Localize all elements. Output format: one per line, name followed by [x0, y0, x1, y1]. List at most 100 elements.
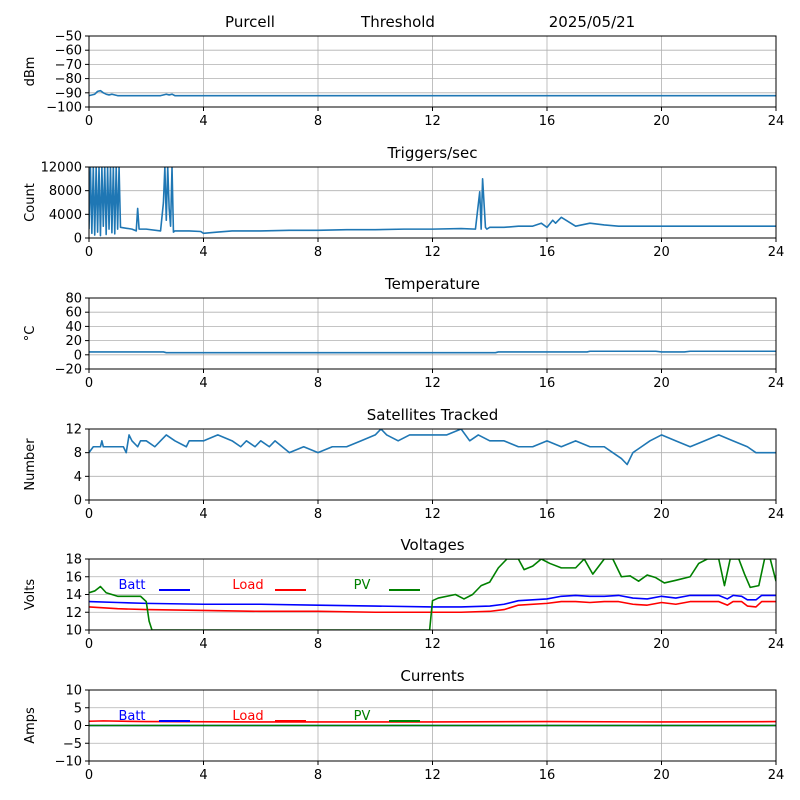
y-tick-label: 60	[65, 306, 82, 321]
x-tick-label: 8	[314, 245, 322, 260]
x-tick-label: 24	[768, 245, 785, 260]
x-tick-label: 20	[653, 376, 670, 391]
panel-satellites: 0 4 8 12 16 20 24 0 4 8 12 Satellites Tracked Number	[23, 406, 784, 522]
x-tick-label: 12	[424, 376, 441, 391]
x-tick-label: 0	[85, 376, 93, 391]
y-axis-label-satellites: Number	[23, 438, 38, 491]
series-line-threshold-0	[89, 89, 776, 97]
x-tick-label: 0	[85, 768, 93, 783]
y-tick-label: 80	[65, 292, 82, 307]
x-tick-label: 24	[768, 114, 785, 129]
x-tick-label: 20	[653, 245, 670, 260]
x-tick-label: 20	[653, 768, 670, 783]
legend-label-load: Load	[232, 709, 263, 724]
x-tick-label: 20	[653, 507, 670, 522]
x-tick-label: 24	[768, 637, 785, 652]
panel-voltages: 0 4 8 12 16 20 24 10 12 14 16 18 Voltages Volts Batt Lo…	[23, 536, 784, 652]
panel-currents: 0 4 8 12 16 20 24 −10 −5 0 5 10 Currents Amps Batt Load…	[23, 667, 784, 783]
header: Purcell Threshold 2025/05/21	[225, 13, 635, 31]
x-tick-label: 4	[199, 245, 207, 260]
x-tick-label: 8	[314, 507, 322, 522]
x-tick-label: 0	[85, 114, 93, 129]
y-tick-label: −90	[55, 86, 82, 101]
panel-triggers: 0 4 8 12 16 20 24 0 4000 8000 12000 Triggers/sec Cou…	[23, 144, 784, 260]
grid-triggers	[88, 166, 777, 239]
x-tick-label: 8	[314, 114, 322, 129]
series-line-voltages-load	[89, 600, 776, 614]
y-axis-label-voltages: Volts	[23, 579, 38, 611]
y-tick-label: 18	[65, 553, 82, 568]
panel-title-triggers: Triggers/sec	[387, 144, 478, 162]
series-line-voltages-batt	[89, 594, 776, 608]
x-tick-label: 20	[653, 637, 670, 652]
panel-title-satellites: Satellites Tracked	[367, 406, 498, 424]
x-tick-label: 8	[314, 768, 322, 783]
x-tick-label: 20	[653, 114, 670, 129]
x-tick-label: 16	[539, 376, 556, 391]
series-line-voltages-pv	[89, 559, 776, 630]
header-kind: Threshold	[360, 13, 435, 31]
legend-label-batt: Batt	[118, 578, 145, 593]
x-tick-label: 12	[424, 507, 441, 522]
y-tick-label: 0	[74, 232, 82, 247]
y-tick-label: 20	[65, 334, 82, 349]
x-tick-label: 8	[314, 637, 322, 652]
panel-title-voltages: Voltages	[400, 536, 464, 554]
y-tick-label: 4000	[49, 208, 82, 223]
y-tick-label: 40	[65, 320, 82, 335]
x-tick-label: 16	[539, 507, 556, 522]
panel-threshold: 0 4 8 12 16 20 24 −100−90−80−70−60−50 dBm	[23, 30, 784, 130]
y-tick-label: 10	[65, 684, 82, 699]
series-line-triggers-0	[89, 167, 776, 237]
y-tick-label: 12000	[41, 161, 82, 176]
y-tick-label: −50	[55, 30, 82, 45]
y-tick-label: 0	[74, 494, 82, 509]
y-tick-label: 8	[74, 446, 82, 461]
x-tick-label: 4	[199, 637, 207, 652]
series-line-satellites-0	[89, 429, 776, 466]
legend-label-pv: PV	[354, 709, 371, 724]
x-tick-label: 16	[539, 637, 556, 652]
y-tick-label: −80	[55, 72, 82, 87]
x-tick-label: 4	[199, 768, 207, 783]
x-tick-label: 8	[314, 376, 322, 391]
grid-temperature	[88, 297, 777, 370]
y-tick-label: −5	[63, 737, 82, 752]
x-tick-label: 24	[768, 376, 785, 391]
y-tick-label: 5	[74, 701, 82, 716]
legend-voltages: Batt Load PV	[118, 578, 420, 593]
panel-title-currents: Currents	[400, 667, 464, 685]
x-tick-label: 4	[199, 114, 207, 129]
series-line-currents-load	[89, 720, 776, 723]
x-tick-label: 0	[85, 507, 93, 522]
legend-label-load: Load	[232, 578, 263, 593]
x-tick-label: 12	[424, 245, 441, 260]
y-axis-label-currents: Amps	[23, 707, 38, 744]
y-axis-label-triggers: Count	[23, 183, 38, 222]
x-tick-label: 4	[199, 376, 207, 391]
y-tick-label: 10	[65, 624, 82, 639]
y-tick-label: −100	[46, 101, 82, 116]
y-tick-label: 12	[65, 423, 82, 438]
x-tick-label: 12	[424, 768, 441, 783]
x-tick-label: 0	[85, 637, 93, 652]
x-tick-label: 16	[539, 768, 556, 783]
x-tick-label: 12	[424, 637, 441, 652]
y-tick-label: 14	[65, 588, 82, 603]
series-line-temperature-0	[89, 350, 776, 354]
y-tick-label: 12	[65, 606, 82, 621]
y-tick-label: −20	[55, 363, 82, 378]
y-tick-label: 8000	[49, 184, 82, 199]
x-tick-label: 0	[85, 245, 93, 260]
y-tick-label: −70	[55, 58, 82, 73]
y-tick-label: −60	[55, 44, 82, 59]
legend-label-pv: PV	[354, 578, 371, 593]
y-tick-label: −10	[55, 755, 82, 770]
grid-voltages	[88, 558, 777, 631]
y-tick-label: 0	[74, 348, 82, 363]
y-axis-label-temperature: °C	[23, 326, 38, 342]
x-tick-label: 24	[768, 507, 785, 522]
